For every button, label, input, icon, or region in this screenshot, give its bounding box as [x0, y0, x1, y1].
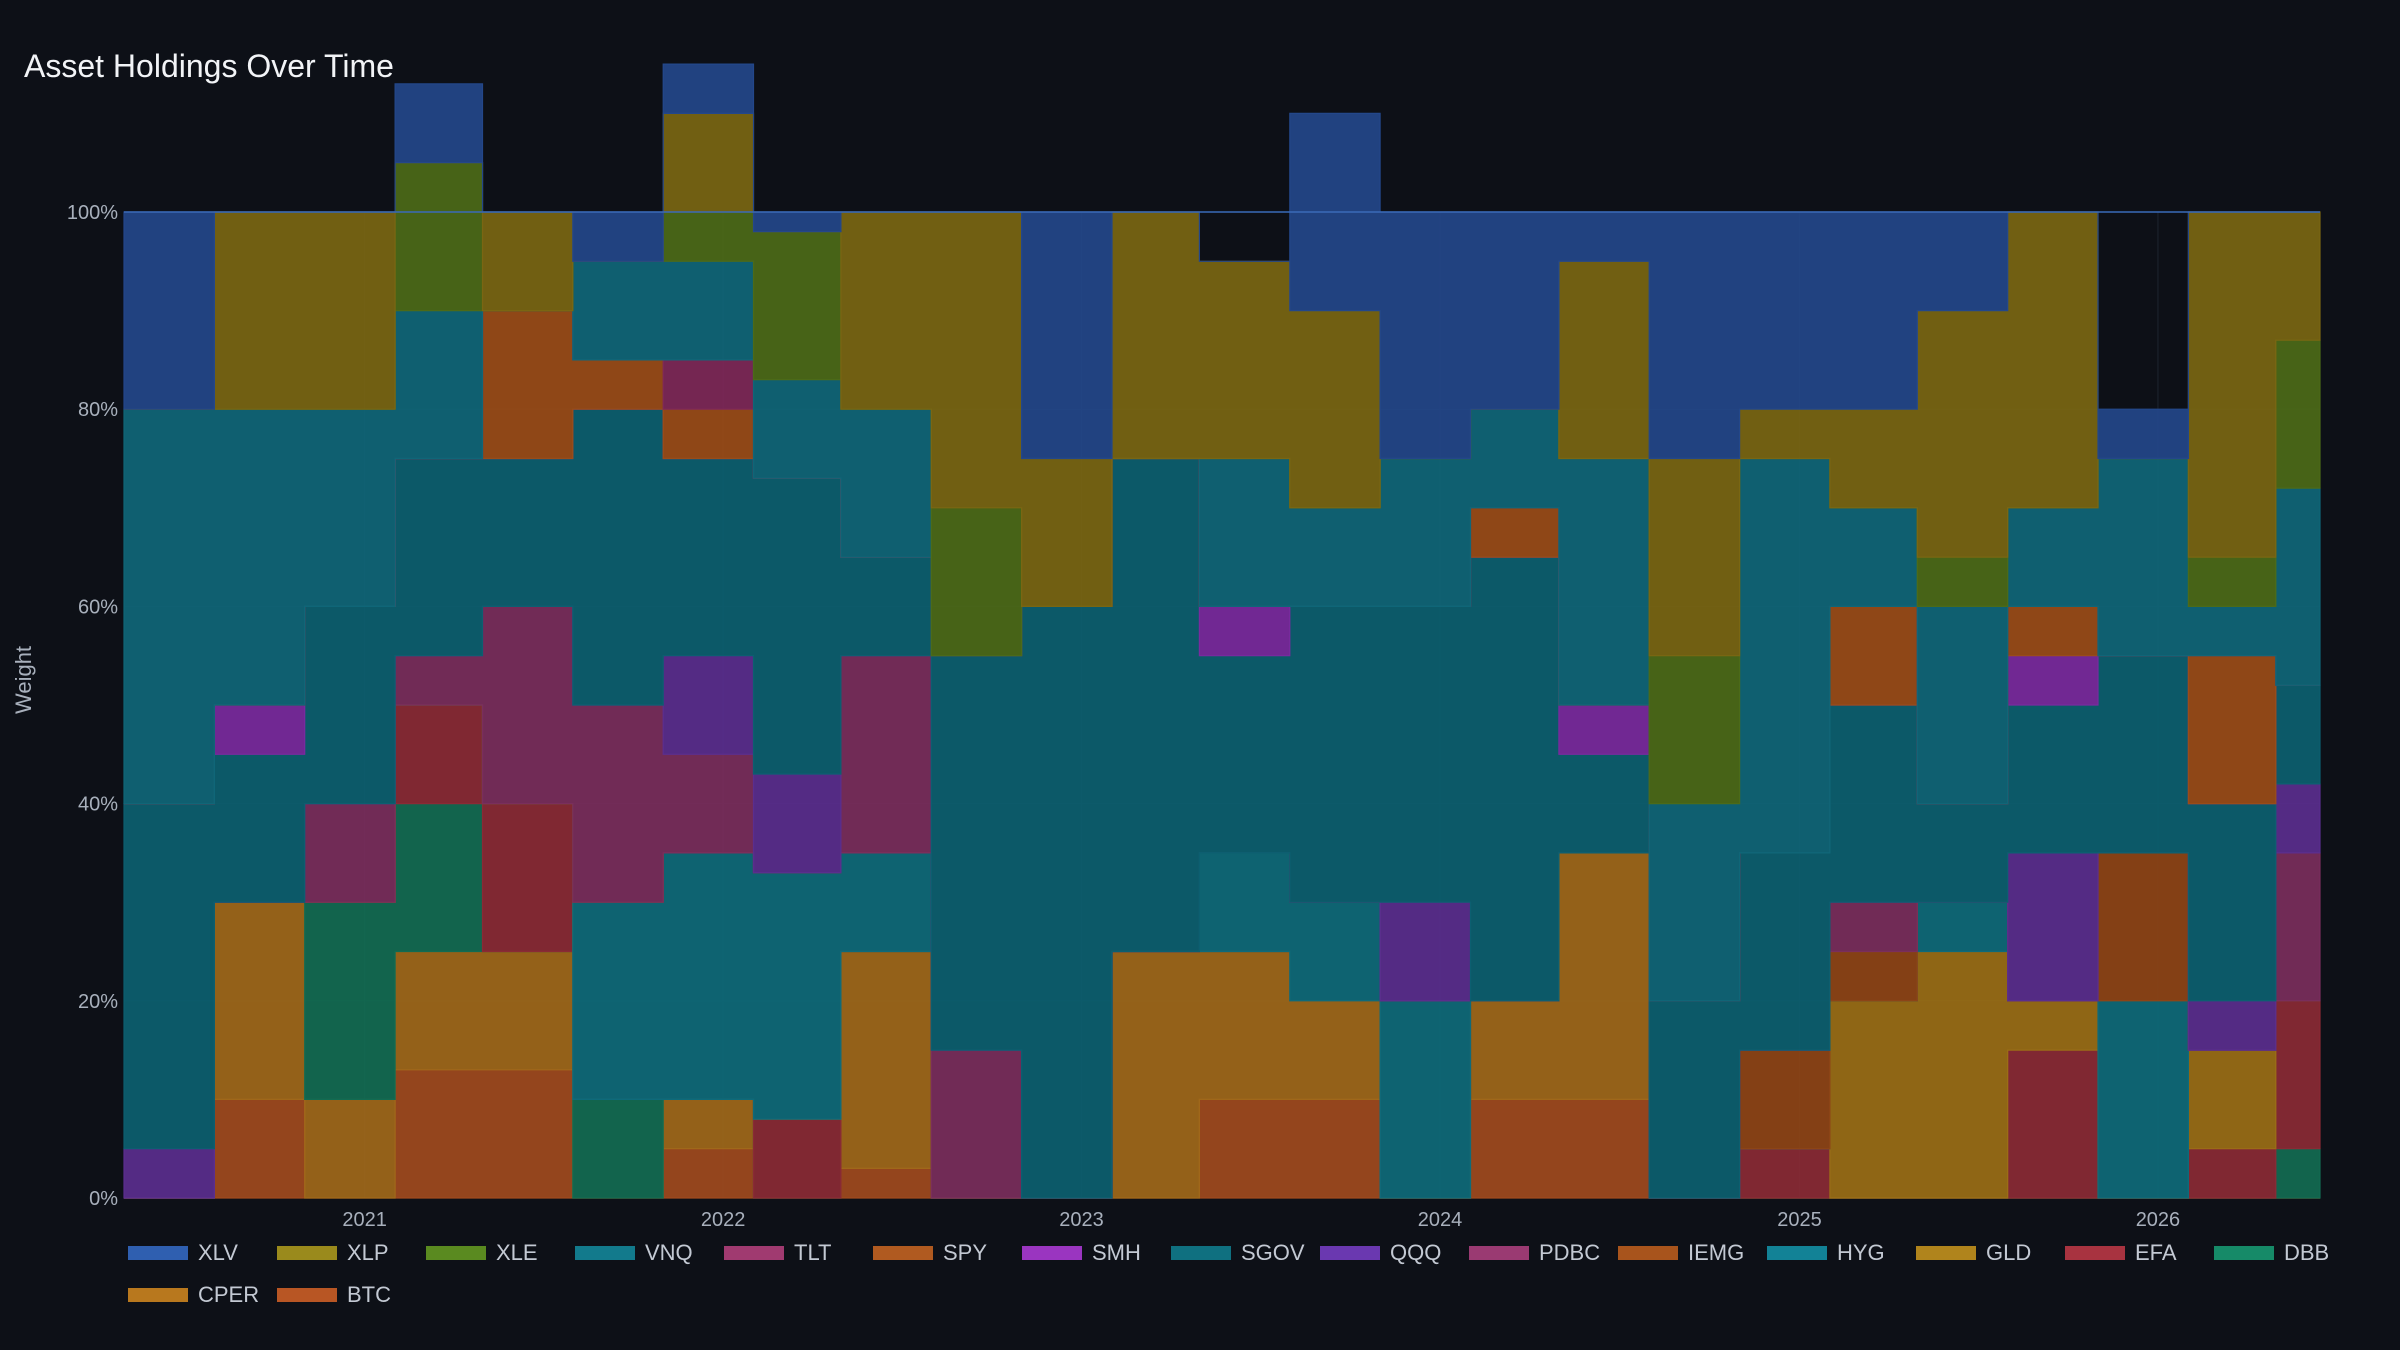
legend-label: VNQ: [645, 1240, 693, 1265]
legend-swatch: [1320, 1246, 1380, 1260]
legend-swatch: [575, 1246, 635, 1260]
legend-item-gld[interactable]: GLD: [1916, 1240, 2065, 1266]
y-tick-label: 20%: [78, 991, 118, 1013]
y-tick-label: 40%: [78, 794, 118, 816]
legend-swatch: [128, 1246, 188, 1260]
legend-label: SMH: [1092, 1240, 1141, 1265]
y-axis-ticks: 0% 20% 40% 60% 80% 100%: [67, 202, 118, 1210]
y-tick-label: 0%: [89, 1188, 118, 1210]
legend-swatch: [426, 1246, 486, 1260]
legend-item-dbb[interactable]: DBB: [2214, 1240, 2363, 1266]
legend-item-efa[interactable]: EFA: [2065, 1240, 2214, 1266]
x-tick-label: 2022: [701, 1209, 746, 1230]
x-axis-ticks: 2021 2022 2023 2024 2025 2026: [342, 1209, 2180, 1230]
legend-item-pdbc[interactable]: PDBC: [1469, 1240, 1618, 1266]
legend-label: QQQ: [1390, 1240, 1442, 1265]
legend-label: DBB: [2284, 1240, 2330, 1265]
legend-swatch: [873, 1246, 933, 1260]
legend-label: CPER: [198, 1282, 260, 1307]
legend-item-tlt[interactable]: TLT: [724, 1240, 873, 1266]
legend-label: IEMG: [1688, 1240, 1745, 1265]
legend-label: SGOV: [1241, 1240, 1305, 1265]
chart-title: Asset Holdings Over Time: [24, 48, 394, 84]
legend-label: XLP: [347, 1240, 389, 1265]
legend-item-spy[interactable]: SPY: [873, 1240, 1022, 1266]
legend-item-hyg[interactable]: HYG: [1767, 1240, 1916, 1266]
y-tick-label: 80%: [78, 399, 118, 421]
legend-item-smh[interactable]: SMH: [1022, 1240, 1171, 1266]
x-tick-label: 2024: [1418, 1209, 1463, 1230]
legend-swatch: [2065, 1246, 2125, 1260]
legend-item-btc[interactable]: BTC: [277, 1282, 426, 1308]
y-tick-label: 100%: [67, 202, 118, 224]
legend-label: XLV: [198, 1240, 238, 1265]
series-areas: [123, 63, 2321, 1199]
legend-item-xlv[interactable]: XLV: [128, 1240, 277, 1266]
legend-label: PDBC: [1539, 1240, 1601, 1265]
legend-label: EFA: [2135, 1240, 2177, 1265]
legend-item-xle[interactable]: XLE: [426, 1240, 575, 1266]
legend-label: GLD: [1986, 1240, 2032, 1265]
legend-label: XLE: [496, 1240, 538, 1265]
legend-label: TLT: [794, 1240, 832, 1265]
legend: XLV XLP XLE VNQ TLT SPY SMH SGOV QQQ PDBC IEMG HYG G…: [128, 1240, 2378, 1308]
legend-swatch: [277, 1246, 337, 1260]
legend-swatch: [1767, 1246, 1827, 1260]
legend-swatch: [1022, 1246, 1082, 1260]
legend-swatch: [128, 1288, 188, 1302]
legend-item-xlp[interactable]: XLP: [277, 1240, 426, 1266]
x-tick-label: 2023: [1059, 1209, 1104, 1230]
legend-label: SPY: [943, 1240, 988, 1265]
legend-swatch: [1916, 1246, 1976, 1260]
legend-item-qqq[interactable]: QQQ: [1320, 1240, 1469, 1266]
y-axis-label: Weight: [11, 646, 36, 714]
legend-swatch: [2214, 1246, 2274, 1260]
legend-swatch: [1618, 1246, 1678, 1260]
legend-swatch: [724, 1246, 784, 1260]
legend-item-cper[interactable]: CPER: [128, 1282, 277, 1308]
legend-item-vnq[interactable]: VNQ: [575, 1240, 724, 1266]
legend-label: HYG: [1837, 1240, 1885, 1265]
stacked-area-chart: 0%20%40%60%80%100% 2021 2022 2023 2024 2025 2…: [11, 63, 2321, 1230]
legend-swatch: [1171, 1246, 1231, 1260]
legend-item-sgov[interactable]: SGOV: [1171, 1240, 1320, 1266]
x-tick-label: 2021: [342, 1209, 387, 1230]
legend-swatch: [277, 1288, 337, 1302]
x-tick-label: 2025: [1777, 1209, 1822, 1230]
legend-item-iemg[interactable]: IEMG: [1618, 1240, 1767, 1266]
y-tick-label: 60%: [78, 596, 118, 618]
legend-label: BTC: [347, 1282, 391, 1307]
legend-swatch: [1469, 1246, 1529, 1260]
x-tick-label: 2026: [2136, 1209, 2181, 1230]
